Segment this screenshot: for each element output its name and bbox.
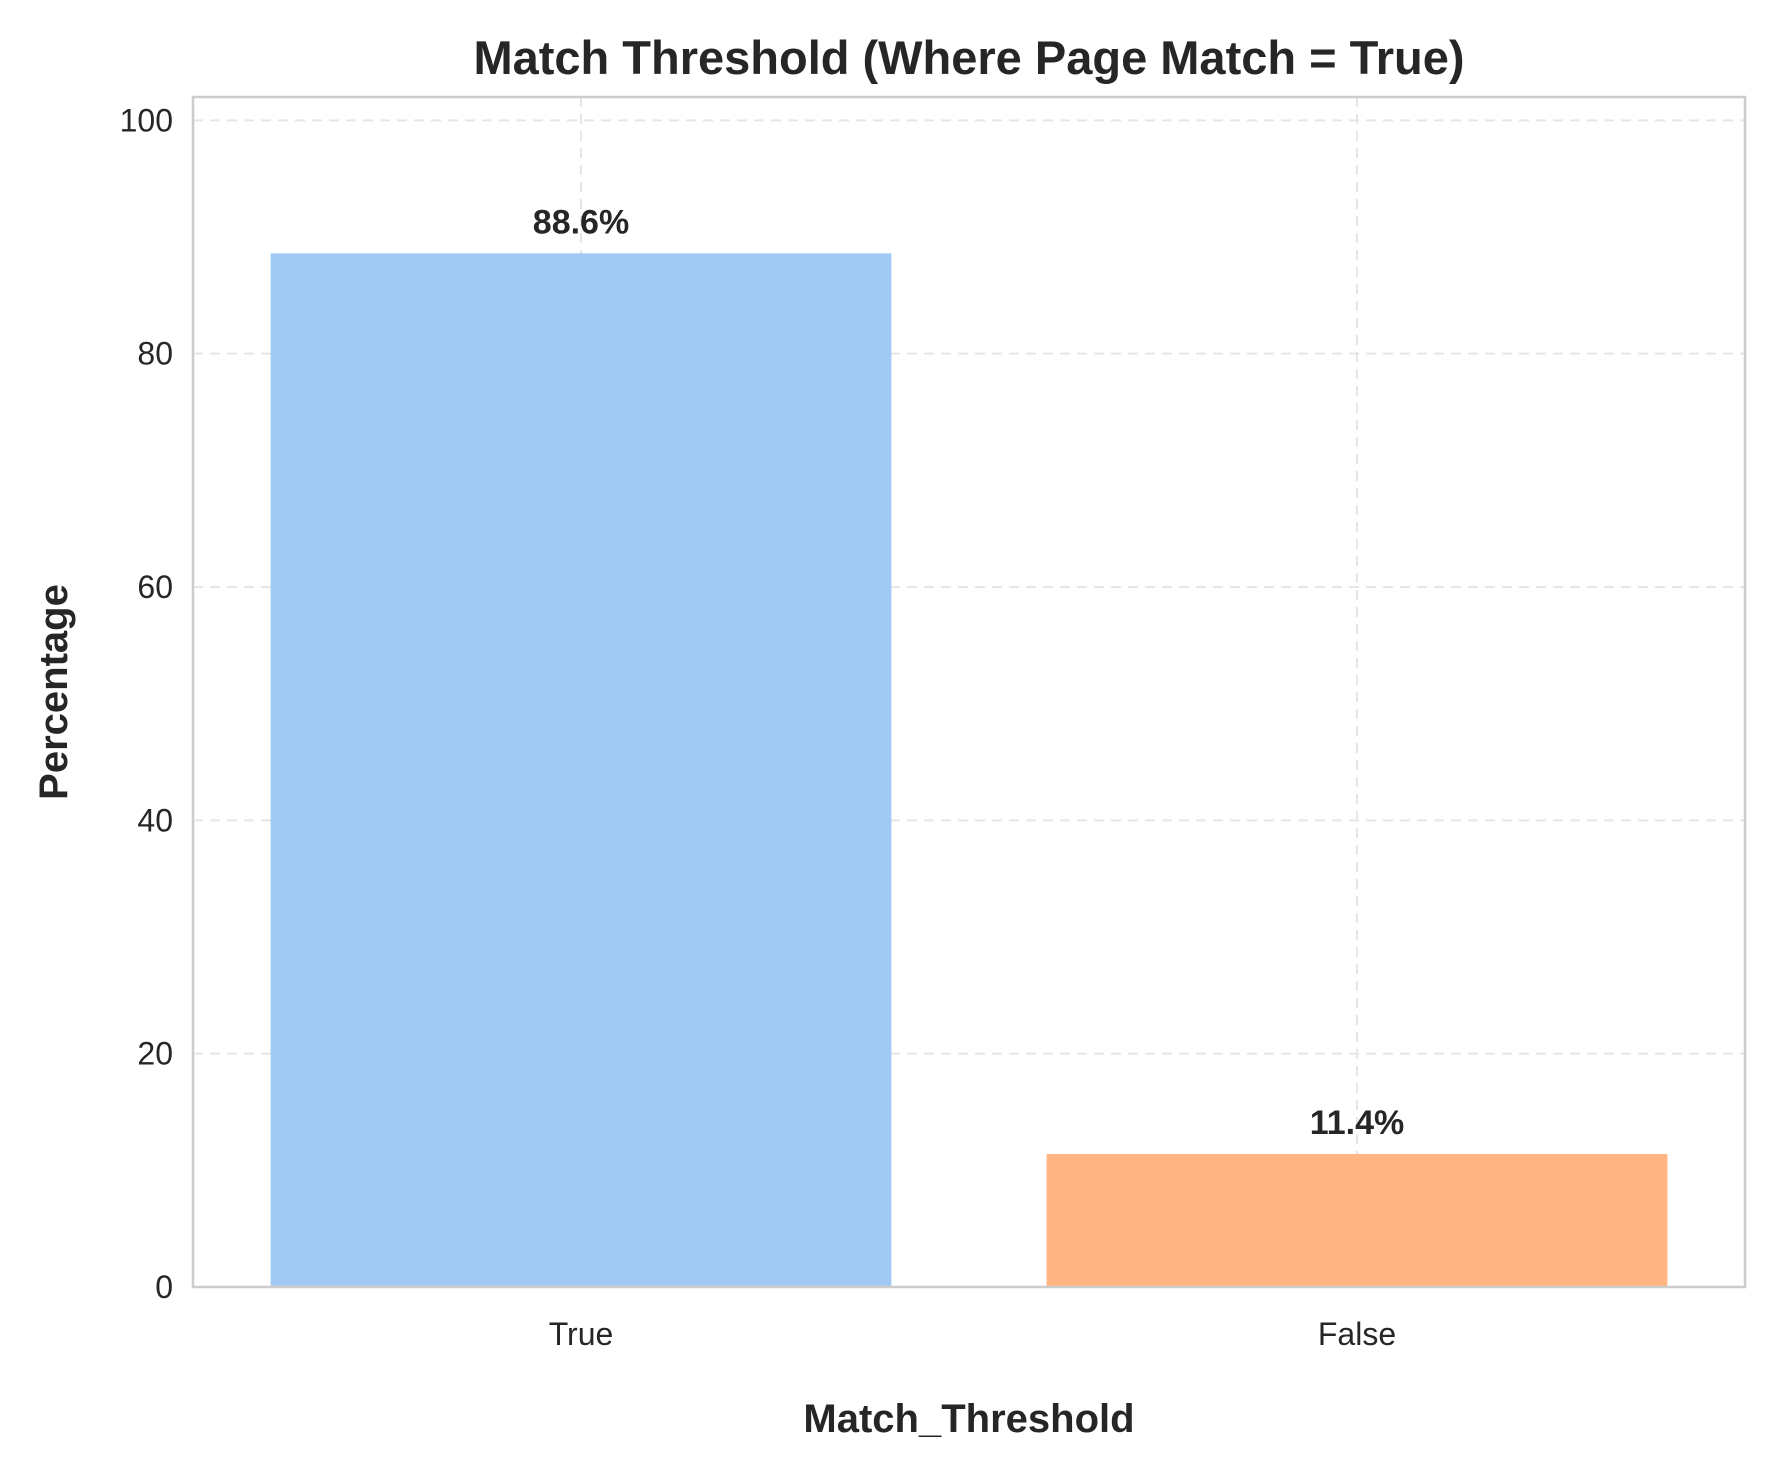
bars bbox=[270, 253, 1668, 1287]
y-tick-label: 40 bbox=[137, 802, 173, 838]
bar-true bbox=[270, 253, 892, 1287]
data-labels: 88.6% 11.4% bbox=[533, 203, 1404, 1142]
axis-ticks: 0 20 40 60 80 100 True False bbox=[120, 102, 1397, 1352]
x-tick-label: False bbox=[1318, 1316, 1396, 1352]
y-tick-label: 100 bbox=[120, 102, 173, 138]
x-axis-label: Match_Threshold bbox=[803, 1397, 1134, 1441]
chart-title: Match Threshold (Where Page Match = True… bbox=[473, 31, 1464, 84]
y-tick-label: 0 bbox=[155, 1269, 173, 1305]
bar-value-label: 88.6% bbox=[533, 203, 629, 241]
bar-false bbox=[1046, 1154, 1668, 1287]
y-tick-label: 60 bbox=[137, 569, 173, 605]
y-tick-label: 80 bbox=[137, 336, 173, 372]
y-axis-label: Percentage bbox=[32, 584, 76, 800]
bar-value-label: 11.4% bbox=[1310, 1104, 1405, 1142]
y-tick-label: 20 bbox=[137, 1036, 173, 1072]
plot-frame bbox=[191, 95, 1747, 1289]
x-tick-label: True bbox=[549, 1316, 614, 1352]
